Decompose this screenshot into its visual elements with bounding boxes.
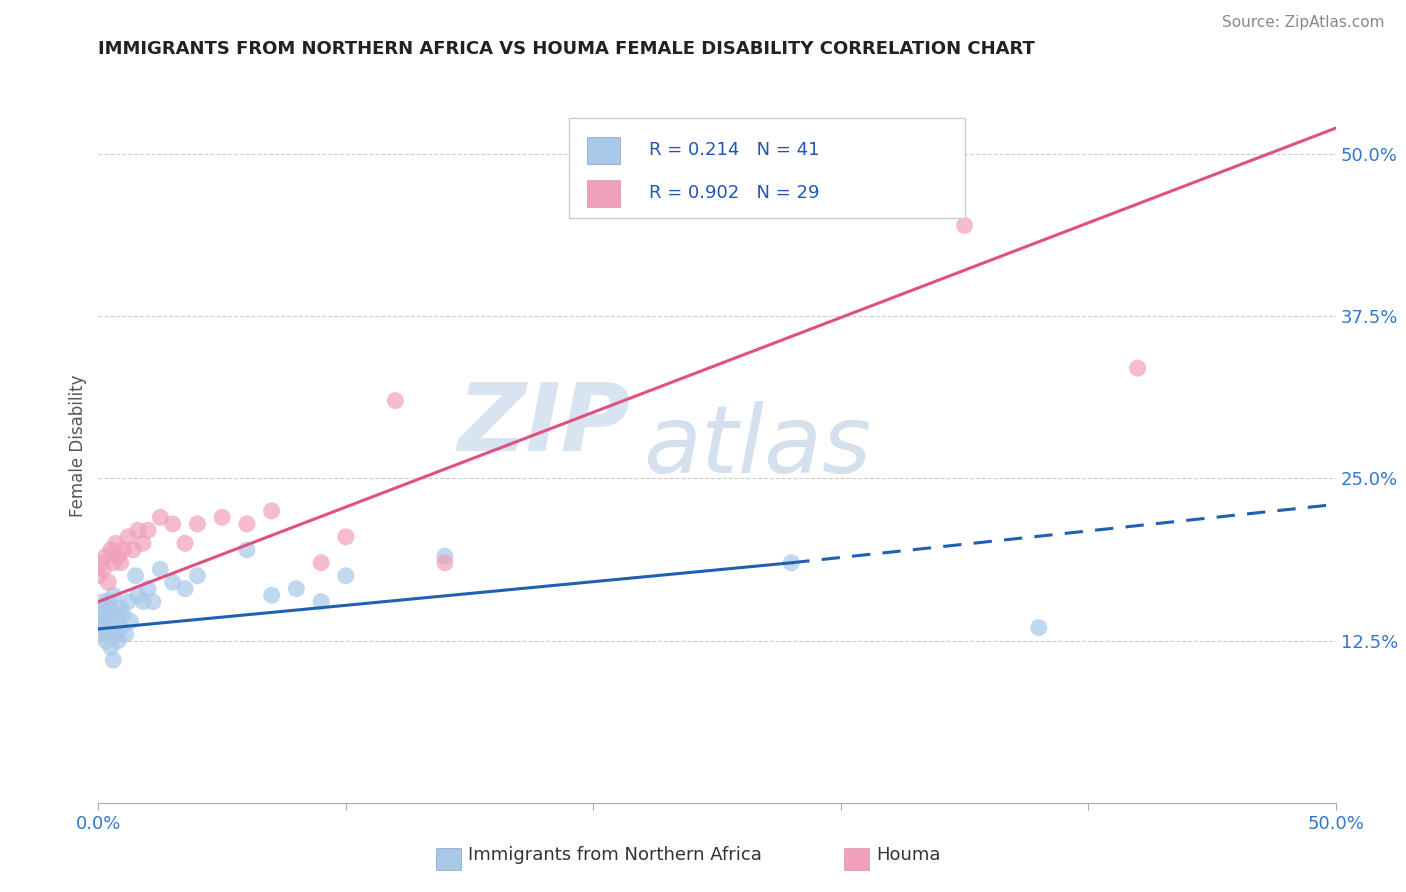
Point [186, 516, 208, 531]
Point [174, 582, 197, 596]
Point [94, 549, 117, 564]
Point [260, 588, 283, 602]
FancyBboxPatch shape [588, 180, 620, 207]
Text: IMMIGRANTS FROM NORTHERN AFRICA VS HOUMA FEMALE DISABILITY CORRELATION CHART: IMMIGRANTS FROM NORTHERN AFRICA VS HOUMA… [98, 40, 1035, 58]
Point [1126, 361, 1149, 376]
Point [100, 640, 122, 654]
Point [87, 568, 110, 582]
Point [90, 556, 112, 570]
Point [93, 562, 115, 576]
Point [149, 562, 172, 576]
Point [780, 556, 803, 570]
Point [104, 536, 127, 550]
Point [335, 568, 357, 582]
Point [1028, 621, 1050, 635]
Text: Source: ZipAtlas.com: Source: ZipAtlas.com [1222, 15, 1385, 29]
Point [309, 556, 332, 570]
Point [104, 607, 127, 622]
FancyBboxPatch shape [568, 118, 965, 218]
Point [127, 588, 149, 602]
Point [132, 536, 155, 550]
Point [122, 542, 145, 557]
Text: Houma: Houma [876, 847, 941, 864]
Point [211, 510, 233, 524]
Point [285, 582, 308, 596]
Point [136, 524, 159, 538]
Point [112, 607, 135, 622]
Point [100, 601, 122, 615]
Point [236, 542, 259, 557]
Point [309, 595, 332, 609]
Point [90, 601, 112, 615]
Point [384, 393, 406, 408]
Point [100, 542, 122, 557]
Point [433, 549, 456, 564]
Point [107, 614, 129, 628]
Point [117, 595, 139, 609]
Point [104, 627, 127, 641]
Point [110, 556, 132, 570]
Point [162, 516, 184, 531]
Point [94, 614, 117, 628]
Point [132, 595, 155, 609]
Text: atlas: atlas [643, 401, 872, 491]
Point [174, 536, 197, 550]
Point [97, 627, 120, 641]
Point [97, 595, 120, 609]
FancyBboxPatch shape [588, 137, 620, 164]
Point [110, 601, 132, 615]
Point [433, 556, 456, 570]
Point [117, 530, 139, 544]
Point [127, 524, 149, 538]
Text: Immigrants from Northern Africa: Immigrants from Northern Africa [468, 847, 762, 864]
Point [93, 607, 115, 622]
Point [149, 510, 172, 524]
Point [953, 219, 976, 233]
Y-axis label: Female Disability: Female Disability [69, 375, 87, 517]
Point [103, 588, 125, 602]
Point [335, 530, 357, 544]
Point [186, 568, 208, 582]
Point [124, 568, 146, 582]
Point [103, 653, 125, 667]
Point [114, 627, 136, 641]
Point [162, 575, 184, 590]
Point [93, 595, 115, 609]
Point [107, 633, 129, 648]
Point [97, 575, 120, 590]
Point [142, 595, 165, 609]
Point [87, 627, 110, 641]
Point [236, 516, 259, 531]
Point [94, 633, 117, 648]
Point [120, 614, 142, 628]
Point [103, 556, 125, 570]
Point [90, 614, 112, 628]
Text: R = 0.902   N = 29: R = 0.902 N = 29 [650, 184, 820, 202]
Point [260, 504, 283, 518]
Point [93, 621, 115, 635]
Point [110, 621, 132, 635]
Point [136, 582, 159, 596]
Point [107, 549, 129, 564]
Point [112, 542, 135, 557]
Text: R = 0.214   N = 41: R = 0.214 N = 41 [650, 141, 820, 159]
Text: ZIP: ZIP [457, 378, 630, 471]
